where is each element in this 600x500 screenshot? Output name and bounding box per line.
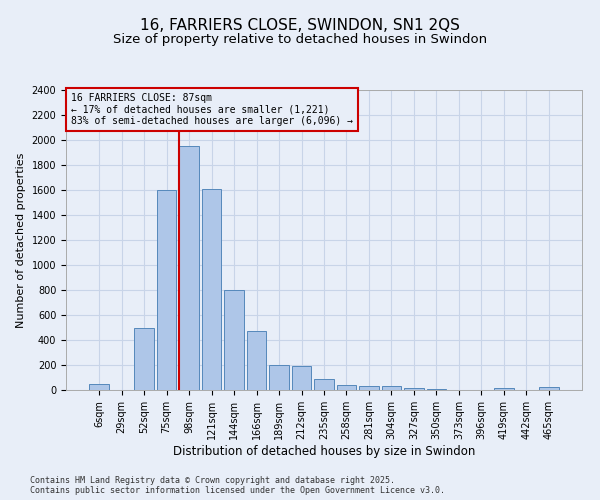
Bar [247, 330, 266, 390]
Bar [337, 385, 356, 390]
Bar [202, 188, 221, 390]
Bar [157, 190, 176, 390]
Bar [89, 384, 109, 390]
Bar [314, 379, 334, 390]
Bar [359, 386, 379, 390]
Bar [539, 387, 559, 390]
Bar [427, 389, 446, 390]
Bar [269, 365, 289, 390]
Text: 16, FARRIERS CLOSE, SWINDON, SN1 2QS: 16, FARRIERS CLOSE, SWINDON, SN1 2QS [140, 18, 460, 32]
Bar [404, 388, 424, 390]
X-axis label: Distribution of detached houses by size in Swindon: Distribution of detached houses by size … [173, 444, 475, 458]
Y-axis label: Number of detached properties: Number of detached properties [16, 152, 26, 328]
Bar [134, 328, 154, 390]
Text: Size of property relative to detached houses in Swindon: Size of property relative to detached ho… [113, 32, 487, 46]
Text: Contains HM Land Registry data © Crown copyright and database right 2025.
Contai: Contains HM Land Registry data © Crown c… [30, 476, 445, 495]
Text: 16 FARRIERS CLOSE: 87sqm
← 17% of detached houses are smaller (1,221)
83% of sem: 16 FARRIERS CLOSE: 87sqm ← 17% of detach… [71, 93, 353, 126]
Bar [224, 290, 244, 390]
Bar [382, 386, 401, 390]
Bar [292, 366, 311, 390]
Bar [494, 388, 514, 390]
Bar [179, 146, 199, 390]
